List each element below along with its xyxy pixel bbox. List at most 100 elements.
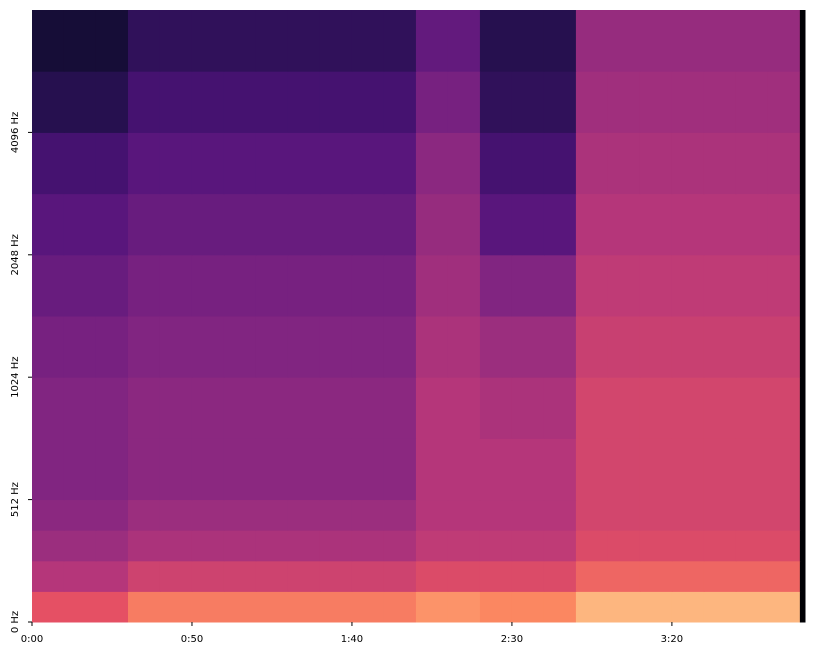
spectrogram-cell: [479, 132, 513, 195]
spectrogram-cell: [255, 316, 289, 378]
spectrogram-cell: [415, 438, 449, 501]
spectrogram-cell: [415, 560, 449, 592]
spectrogram-cell: [703, 71, 737, 133]
spectrogram-cell: [351, 193, 385, 256]
spectrogram-cell: [159, 499, 193, 531]
spectrogram-cell: [159, 316, 193, 378]
spectrogram-cell: [63, 71, 97, 133]
spectrogram-cell: [191, 560, 225, 592]
spectrogram-cell: [95, 254, 129, 317]
spectrogram-cell: [95, 10, 129, 72]
spectrogram-cell: [735, 316, 769, 378]
spectrogram-cell: [607, 438, 641, 501]
spectrogram-cell: [351, 530, 385, 562]
y-tick-label: 1024 Hz: [10, 356, 21, 397]
spectrogram-cell: [479, 499, 513, 531]
spectrogram-cell: [511, 254, 545, 317]
spectrogram-cell: [671, 316, 705, 378]
spectrogram-cell: [639, 591, 673, 623]
spectrogram-cell: [543, 10, 577, 72]
spectrogram-cell: [255, 499, 289, 531]
spectrogram-cell: [223, 499, 257, 531]
spectrogram-cell: [159, 254, 193, 317]
spectrogram-cell: [511, 316, 545, 378]
spectrogram-cell: [767, 377, 801, 439]
spectrogram-cell: [32, 316, 65, 378]
spectrogram-cell: [351, 438, 385, 501]
spectrogram-cell: [447, 530, 481, 562]
spectrogram-cell: [32, 530, 65, 562]
spectrogram-cell: [255, 560, 289, 592]
spectrogram-cell: [479, 591, 513, 623]
spectrogram-cell: [351, 316, 385, 378]
spectrogram-cell: [799, 560, 806, 592]
spectrogram-cell: [767, 71, 801, 133]
spectrogram-cell: [63, 560, 97, 592]
spectrogram-cell: [127, 530, 161, 562]
spectrogram-cell: [415, 530, 449, 562]
spectrogram-cell: [735, 591, 769, 623]
spectrogram-cell: [63, 193, 97, 256]
spectrogram-cell: [639, 132, 673, 195]
spectrogram-cell: [799, 530, 806, 562]
spectrogram-cell: [159, 438, 193, 501]
spectrogram-cell: [735, 71, 769, 133]
spectrogram-cell: [415, 132, 449, 195]
spectrogram-cell: [191, 438, 225, 501]
spectrogram-cell: [447, 316, 481, 378]
spectrogram-cell: [415, 316, 449, 378]
spectrogram-cell: [735, 254, 769, 317]
spectrogram-cell: [735, 438, 769, 501]
spectrogram-cell: [32, 591, 65, 623]
spectrogram-cell: [223, 438, 257, 501]
spectrogram-cell: [575, 560, 609, 592]
spectrogram-cell: [159, 530, 193, 562]
spectrogram-cell: [223, 71, 257, 133]
spectrogram-cell: [767, 560, 801, 592]
spectrogram-cell: [511, 10, 545, 72]
spectrogram-cell: [159, 591, 193, 623]
spectrogram-cell: [767, 132, 801, 195]
spectrogram-cell: [255, 530, 289, 562]
spectrogram-cell: [511, 71, 545, 133]
spectrogram-cell: [95, 438, 129, 501]
spectrogram-cell: [799, 438, 806, 501]
spectrogram-cell: [447, 132, 481, 195]
x-tick-label: 0:00: [21, 634, 43, 645]
spectrogram-cell: [767, 10, 801, 72]
spectrogram-cell: [447, 560, 481, 592]
spectrogram-cell: [575, 591, 609, 623]
spectrogram-cell: [191, 132, 225, 195]
y-tick-label: 0 Hz: [10, 611, 21, 633]
spectrogram-cell: [799, 10, 806, 72]
spectrogram-cell: [639, 254, 673, 317]
spectrogram-cell: [127, 560, 161, 592]
spectrogram-cell: [415, 71, 449, 133]
spectrogram-cell: [479, 377, 513, 439]
spectrogram-cell: [351, 132, 385, 195]
spectrogram-cell: [447, 193, 481, 256]
spectrogram-cell: [383, 71, 417, 133]
spectrogram-cell: [639, 377, 673, 439]
spectrogram-cell: [703, 499, 737, 531]
spectrogram-cell: [63, 316, 97, 378]
spectrogram-cell: [351, 499, 385, 531]
x-tick-label: 0:50: [181, 634, 203, 645]
spectrogram-cell: [191, 10, 225, 72]
spectrogram-cell: [287, 530, 321, 562]
spectrogram-cell: [639, 71, 673, 133]
spectrogram-cell: [383, 316, 417, 378]
spectrogram-cell: [575, 530, 609, 562]
spectrogram-cell: [607, 560, 641, 592]
spectrogram-cell: [511, 591, 545, 623]
spectrogram-cell: [799, 132, 806, 195]
spectrogram-cell: [799, 591, 806, 623]
spectrogram-cell: [223, 193, 257, 256]
spectrogram-cell: [223, 530, 257, 562]
spectrogram-cell: [287, 254, 321, 317]
spectrogram-cell: [287, 591, 321, 623]
spectrogram-cell: [159, 377, 193, 439]
spectrogram-cell: [63, 254, 97, 317]
spectrogram-cell: [543, 193, 577, 256]
